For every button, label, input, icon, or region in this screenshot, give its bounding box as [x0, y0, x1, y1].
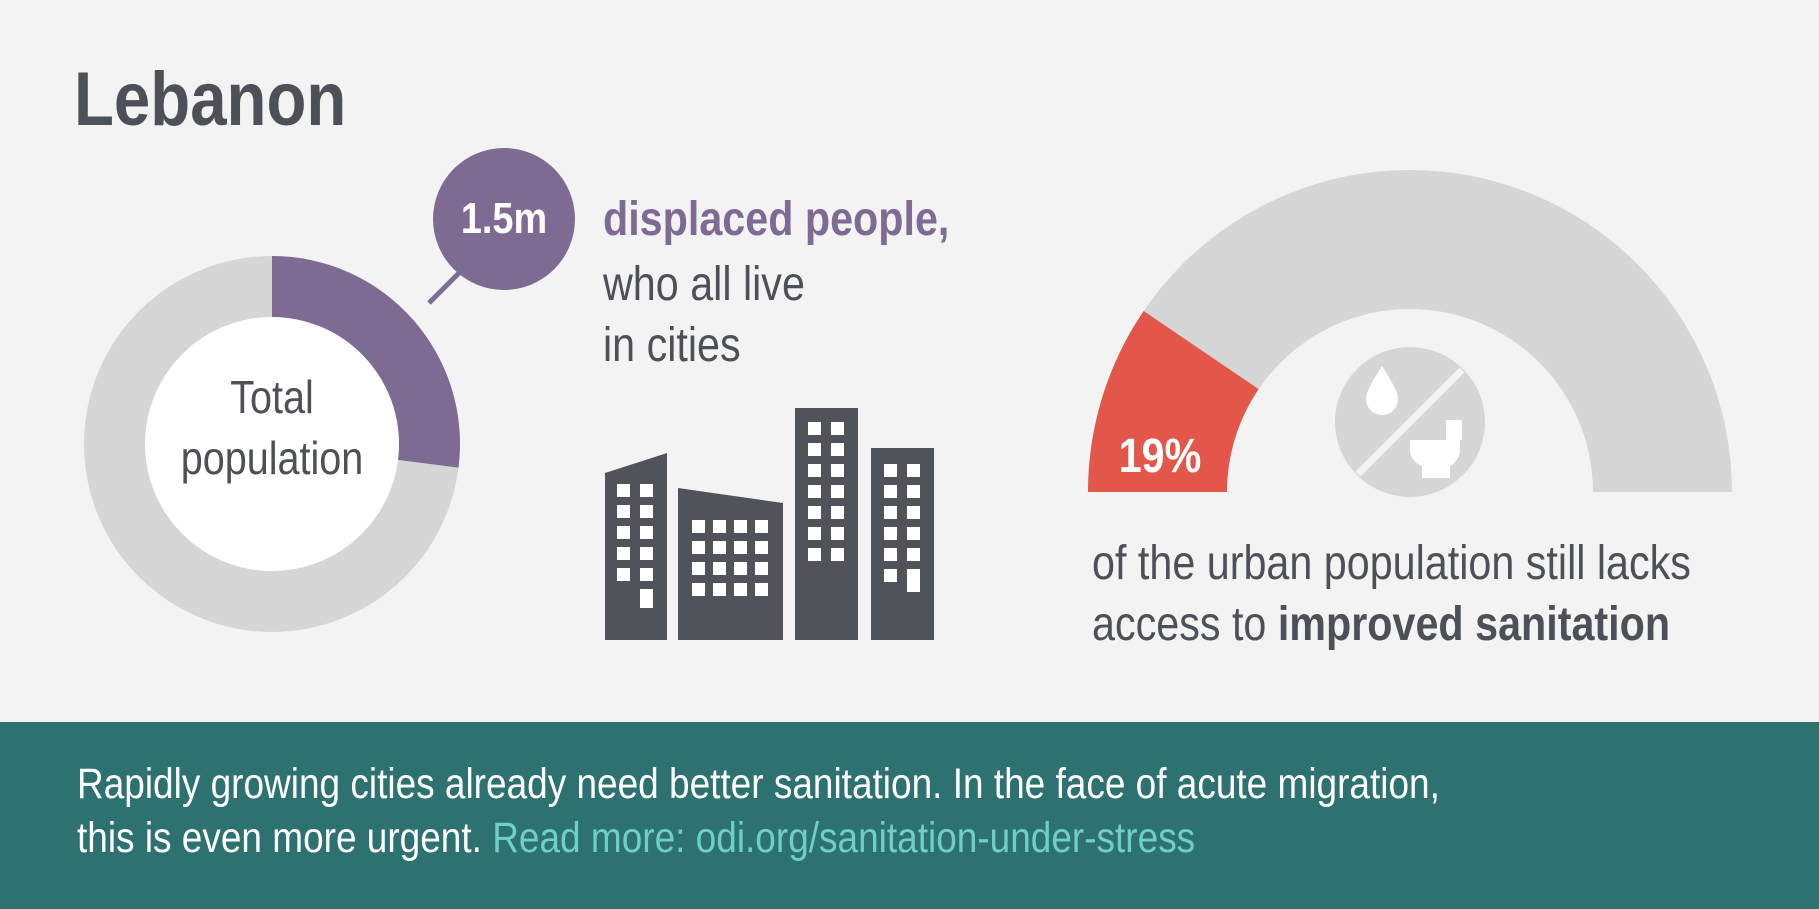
city-buildings-icon — [605, 408, 934, 640]
gauge-caption-line2: access to improved sanitation — [1092, 601, 1670, 649]
donut-center-label-line1: Total — [230, 372, 314, 423]
displaced-headline: displaced people, — [603, 193, 950, 246]
gauge-caption-line1: of the urban population still lacks — [1092, 537, 1691, 590]
gauge-caption-bold: improved sanitation — [1277, 598, 1671, 651]
value-bubble — [433, 148, 575, 290]
displaced-line3: in cities — [603, 319, 741, 372]
no-water-no-toilet-icon — [1335, 347, 1485, 497]
footer-line2: this is even more urgent. Read more: odi… — [77, 817, 1195, 860]
gauge-filled-arc — [1088, 311, 1259, 492]
gauge-value-label: 19% — [1119, 429, 1202, 483]
page-title: Lebanon — [74, 57, 347, 142]
read-more-link[interactable]: Read more: odi.org/sanitation-under-stre… — [492, 814, 1196, 862]
gauge-base-arc — [1088, 170, 1732, 492]
footer-line2-text: this is even more urgent. — [77, 814, 493, 862]
donut-center-label-line2: population — [181, 433, 364, 484]
population-donut-chart: Total population 1.5m — [84, 148, 575, 632]
gauge-caption-prefix: access to — [1092, 598, 1278, 651]
footer-banner — [0, 722, 1819, 909]
donut-center-hole — [145, 317, 399, 571]
value-bubble-label: 1.5m — [461, 193, 547, 242]
sanitation-gauge: 19% — [1088, 170, 1732, 497]
footer-line1: Rapidly growing cities already need bett… — [77, 760, 1440, 808]
displaced-line2: who all live — [603, 258, 805, 311]
